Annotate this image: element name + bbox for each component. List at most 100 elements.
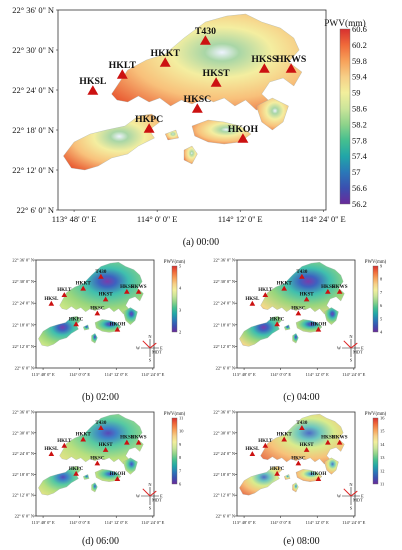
lon-label: 114° 12' 0'' E (218, 214, 263, 224)
lat-label: 22° 24' 0'' N (213, 451, 235, 456)
legend-tick-label: 2 (179, 330, 181, 335)
compass-e-label: E (361, 346, 364, 351)
lon-label: 114° 0' 0'' E (69, 372, 90, 377)
station-label: HKKT (76, 432, 92, 438)
station-label: HKOH (110, 322, 126, 328)
legend-tick-label: 10 (179, 429, 184, 434)
station-marker-icon (159, 57, 171, 67)
lat-label: 22° 18' 0'' N (12, 472, 34, 477)
sai-kung-shape (324, 307, 339, 326)
station-marker-icon (210, 77, 222, 87)
compass-n-label: N (148, 334, 152, 339)
compass-w-label: W (136, 494, 141, 499)
lat-label: 22° 6' 0'' N (16, 205, 54, 215)
station-label: HKSS (251, 54, 278, 65)
station-marker-icon (237, 133, 249, 143)
station-label: HKOH (110, 471, 126, 477)
map-panel-c: 22° 36' 0'' N 22° 30' 0'' N 22° 24' 0'' N 2… (201, 252, 402, 387)
station-marker-icon (295, 310, 302, 316)
compass-direction-arrow (350, 490, 358, 497)
legend-tick-label: 57.4 (352, 151, 368, 161)
map-b-svg: 22° 36' 0'' N 22° 30' 0'' N 22° 24' 0'' N 2… (12, 258, 185, 377)
compass-direction-arrow (149, 342, 157, 349)
station-label: HKSS (321, 284, 335, 290)
lon-label: 114° 12' 0'' E (306, 520, 329, 525)
station-label: HKST (99, 442, 114, 448)
legend-tick-label: 11 (179, 416, 183, 421)
compass-w-label: W (337, 346, 342, 351)
lat-label: 22° 36' 0'' N (12, 258, 34, 263)
compass-e-label: E (361, 494, 364, 499)
legend-tick-label: 11 (380, 482, 384, 487)
lat-label: 22° 24' 0'' N (12, 301, 34, 306)
lon-label: 114° 24' 0'' E (342, 520, 365, 525)
station-label: T430 (95, 420, 106, 426)
station-label: T430 (296, 420, 307, 426)
lon-label: 114° 24' 0'' E (141, 520, 164, 525)
caption-b: (b) 02:00 (82, 392, 119, 403)
map-d-svg: 22° 36' 0'' N 22° 30' 0'' N 22° 24' 0'' N 2… (12, 410, 186, 525)
station-label: HKSC (291, 305, 306, 311)
station-label: HKOH (311, 471, 327, 477)
station-marker-icon (114, 326, 121, 332)
lamma-shape (91, 333, 98, 344)
station-label: HKLT (57, 287, 72, 293)
station-label: HKPC (270, 466, 285, 472)
station-label: HKKT (277, 281, 293, 287)
compass-mdt-label: MDT (353, 498, 363, 503)
station-marker-icon (325, 288, 331, 294)
lon-label: 114° 12' 0'' E (105, 520, 128, 525)
station-marker-icon (262, 292, 269, 298)
legend-tick-label: 56.2 (352, 199, 367, 209)
station-label: HKSS (120, 435, 134, 441)
legend-title: PWV(mm) (164, 412, 186, 417)
station-label: HKWS (332, 435, 348, 441)
map-a-svg: 22° 36' 0'' N 22° 30' 0'' N 22° 24' 0'' N 2… (12, 5, 368, 224)
station-marker-icon (258, 63, 270, 73)
lamma-shape (91, 482, 98, 493)
small-island-shape (284, 474, 291, 480)
lat-label: 22° 12' 0'' N (12, 344, 34, 349)
station-label: HKSL (44, 446, 59, 452)
lat-label: 22° 6' 0'' N (15, 366, 35, 371)
legend-tick-label: 6 (380, 303, 383, 308)
lat-label: 22° 30' 0'' N (12, 279, 34, 284)
small-island-shape (83, 474, 90, 480)
station-marker-icon (124, 288, 130, 294)
mainland-shape (260, 262, 345, 315)
station-marker-icon (325, 439, 331, 445)
map-c-svg: 22° 36' 0'' N 22° 30' 0'' N 22° 24' 0'' N 2… (213, 258, 386, 377)
lat-label: 22° 30' 0'' N (12, 45, 54, 55)
station-marker-icon (249, 300, 256, 306)
caption-a: (a) 00:00 (182, 237, 220, 248)
station-label: HKSS (120, 284, 134, 290)
station-label: HKST (300, 442, 315, 448)
legend-tick-label: 60.6 (352, 24, 367, 34)
station-marker-icon (315, 476, 322, 482)
station-label: HKPC (69, 316, 84, 322)
lat-label: 22° 18' 0'' N (12, 322, 34, 327)
sai-kung-shape (123, 307, 138, 326)
legend-tick-label: 12 (380, 468, 384, 473)
legend-tick-label: 60.2 (352, 40, 367, 50)
station-label: HKLT (109, 60, 137, 71)
legend-tick-label: 57.8 (352, 135, 367, 145)
map-panel-a: 22° 36' 0'' N 22° 30' 0'' N 22° 24' 0'' N 2… (0, 0, 402, 248)
lat-label: 22° 6' 0'' N (15, 514, 35, 519)
station-label: HKLT (258, 438, 273, 444)
station-marker-icon (80, 436, 87, 442)
compass-mdt-label: MDT (152, 350, 162, 355)
station-label: HKPC (135, 114, 163, 125)
legend-colorbar (171, 417, 178, 485)
lon-label: 114° 24' 0'' E (141, 372, 164, 377)
lat-label: 22° 12' 0'' N (213, 344, 235, 349)
station-label: HKOH (311, 322, 327, 328)
lat-label: 22° 24' 0'' N (12, 85, 54, 95)
legend-tick-label: 13 (380, 455, 385, 460)
legend-tick-label: 7 (380, 290, 383, 295)
station-marker-icon (262, 442, 269, 448)
station-marker-icon (285, 63, 297, 73)
mainland-shape (111, 13, 303, 111)
station-marker-icon (191, 103, 203, 113)
station-label: HKLT (258, 287, 273, 293)
